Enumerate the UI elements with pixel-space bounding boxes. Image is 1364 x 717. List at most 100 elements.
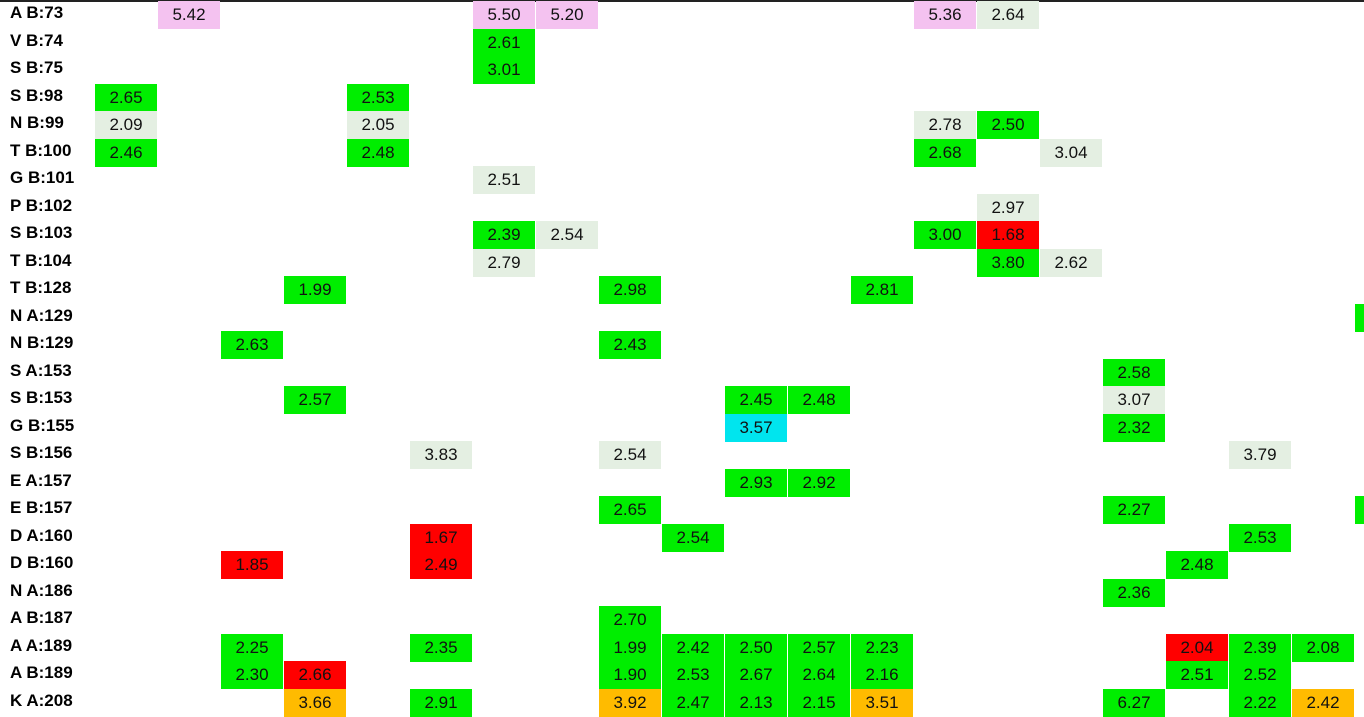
distance-cell: 2.65 (599, 496, 661, 524)
distance-cell: 2.50 (977, 111, 1039, 139)
distance-cell: 2.35 (410, 633, 472, 662)
distance-cell: 2.36 (1103, 578, 1165, 607)
row-label: A B:73 (10, 3, 64, 22)
distance-cell: 3.04 (1040, 138, 1102, 167)
row-label: S B:75 (10, 58, 63, 77)
row-label: S B:156 (10, 443, 73, 462)
distance-cell: 2.57 (284, 386, 346, 414)
distance-cell: 2.70 (599, 606, 661, 634)
row-label: V B:74 (10, 30, 63, 50)
row-label: S B:153 (10, 388, 73, 407)
distance-cell: 3.66 (284, 688, 346, 717)
distance-cell: 1.90 (599, 661, 661, 689)
distance-cell: 2.65 (95, 83, 157, 112)
distance-cell: 2.08 (1292, 633, 1354, 662)
row-label: E B:157 (10, 498, 73, 517)
distance-cell: 2.39 (473, 221, 535, 249)
distance-cell: 3.51 (851, 688, 913, 717)
row-label: E A:157 (10, 470, 72, 490)
row-label: T B:128 (10, 278, 72, 297)
distance-cell: 2.97 (977, 193, 1039, 222)
row-label: A B:187 (10, 608, 73, 627)
distance-cell: 2.57 (788, 633, 850, 662)
distance-cell: 1.99 (284, 276, 346, 304)
distance-cell: 2.48 (788, 386, 850, 414)
row-label: A A:189 (10, 635, 73, 655)
distance-cell: 2.42 (662, 633, 724, 662)
distance-cell: 2.50 (725, 633, 787, 662)
row-label: T B:104 (10, 250, 72, 270)
distance-cell: 3.79 (1229, 441, 1291, 469)
distance-cell: 3.07 (1103, 386, 1165, 414)
distance-cell: 2.42 (1292, 688, 1354, 717)
row-label: N A:186 (10, 580, 73, 600)
row-label: D B:160 (10, 553, 74, 572)
row-label: D A:160 (10, 525, 73, 545)
distance-cell: 2.53 (662, 661, 724, 689)
distance-cell: 2.81 (851, 276, 913, 304)
row-label: T B:100 (10, 140, 72, 160)
distance-cell: 5.42 (158, 1, 220, 29)
distance-cell: 2.32 (1103, 413, 1165, 442)
distance-cell: 2.48 (347, 138, 409, 167)
distance-cell: 2.54 (599, 441, 661, 469)
distance-cell: 2.67 (725, 661, 787, 689)
distance-cell: 2.66 (284, 661, 346, 689)
distance-cell: 2.98 (599, 276, 661, 304)
distance-cell: 2.53 (347, 83, 409, 112)
row-label: G B:101 (10, 168, 75, 187)
distance-cell: 2.05 (347, 111, 409, 139)
row-label: N B:99 (10, 113, 64, 132)
distance-cell: 3.83 (410, 441, 472, 469)
distance-cell: 1.68 (977, 221, 1039, 249)
row-label: N B:129 (10, 333, 74, 352)
distance-cell: 5.20 (536, 1, 598, 29)
distance-cell: 2.93 (725, 468, 787, 497)
distance-cell: 2.43 (599, 331, 661, 359)
distance-cell: 3.01 (473, 56, 535, 84)
distance-cell: 3.57 (725, 413, 787, 442)
row-label: P B:102 (10, 195, 73, 215)
distance-cell: 2.51 (1166, 661, 1228, 689)
distance-cell: 3.92 (599, 688, 661, 717)
distance-cell: 2.62 (1040, 248, 1102, 277)
distance-cell: 2.23 (851, 633, 913, 662)
distance-cell: 2.68 (914, 138, 976, 167)
row-label: S A:153 (10, 360, 72, 380)
distance-cell: 5.50 (473, 1, 535, 29)
distance-cell: 2.49 (410, 551, 472, 579)
distance-cell: 1.99 (599, 633, 661, 662)
distance-cell: 5.36 (914, 1, 976, 29)
row-label: G B:155 (10, 415, 75, 435)
distance-cell: 2.15 (788, 688, 850, 717)
distance-cell: 2.30 (221, 661, 283, 689)
row-label: S B:98 (10, 85, 63, 105)
row-label: N A:129 (10, 305, 73, 325)
distance-cell: 2.48 (1166, 551, 1228, 579)
distance-cell: 2.53 (1229, 523, 1291, 552)
distance-cell: 2.39 (1229, 633, 1291, 662)
distance-cell: 6.27 (1103, 688, 1165, 717)
distance-cell: 2.46 (95, 138, 157, 167)
distance-cell: 1.67 (410, 523, 472, 552)
row-label: S B:103 (10, 223, 73, 242)
distance-cell: 2.64 (977, 1, 1039, 29)
distance-cell: 2.04 (1166, 633, 1228, 662)
distance-cell: 2.61 (473, 28, 535, 57)
row-label: A B:189 (10, 663, 73, 682)
distance-cell: 2.50 (1355, 496, 1364, 524)
distance-cell: 3.80 (977, 248, 1039, 277)
distance-cell: 2.09 (95, 111, 157, 139)
distance-cell: 2.16 (851, 661, 913, 689)
distance-cell: 2.92 (788, 468, 850, 497)
distance-cell: 2.54 (536, 221, 598, 249)
distance-cell: 1.85 (221, 551, 283, 579)
distance-cell: 2.51 (473, 166, 535, 194)
distance-cell: 2.58 (1103, 358, 1165, 387)
row-label: K A:208 (10, 690, 73, 710)
distance-cell: 2.45 (725, 386, 787, 414)
distance-cell: 2.40 (1355, 303, 1364, 332)
distance-cell: 2.25 (221, 633, 283, 662)
distance-cell: 2.63 (221, 331, 283, 359)
distance-cell: 2.91 (410, 688, 472, 717)
